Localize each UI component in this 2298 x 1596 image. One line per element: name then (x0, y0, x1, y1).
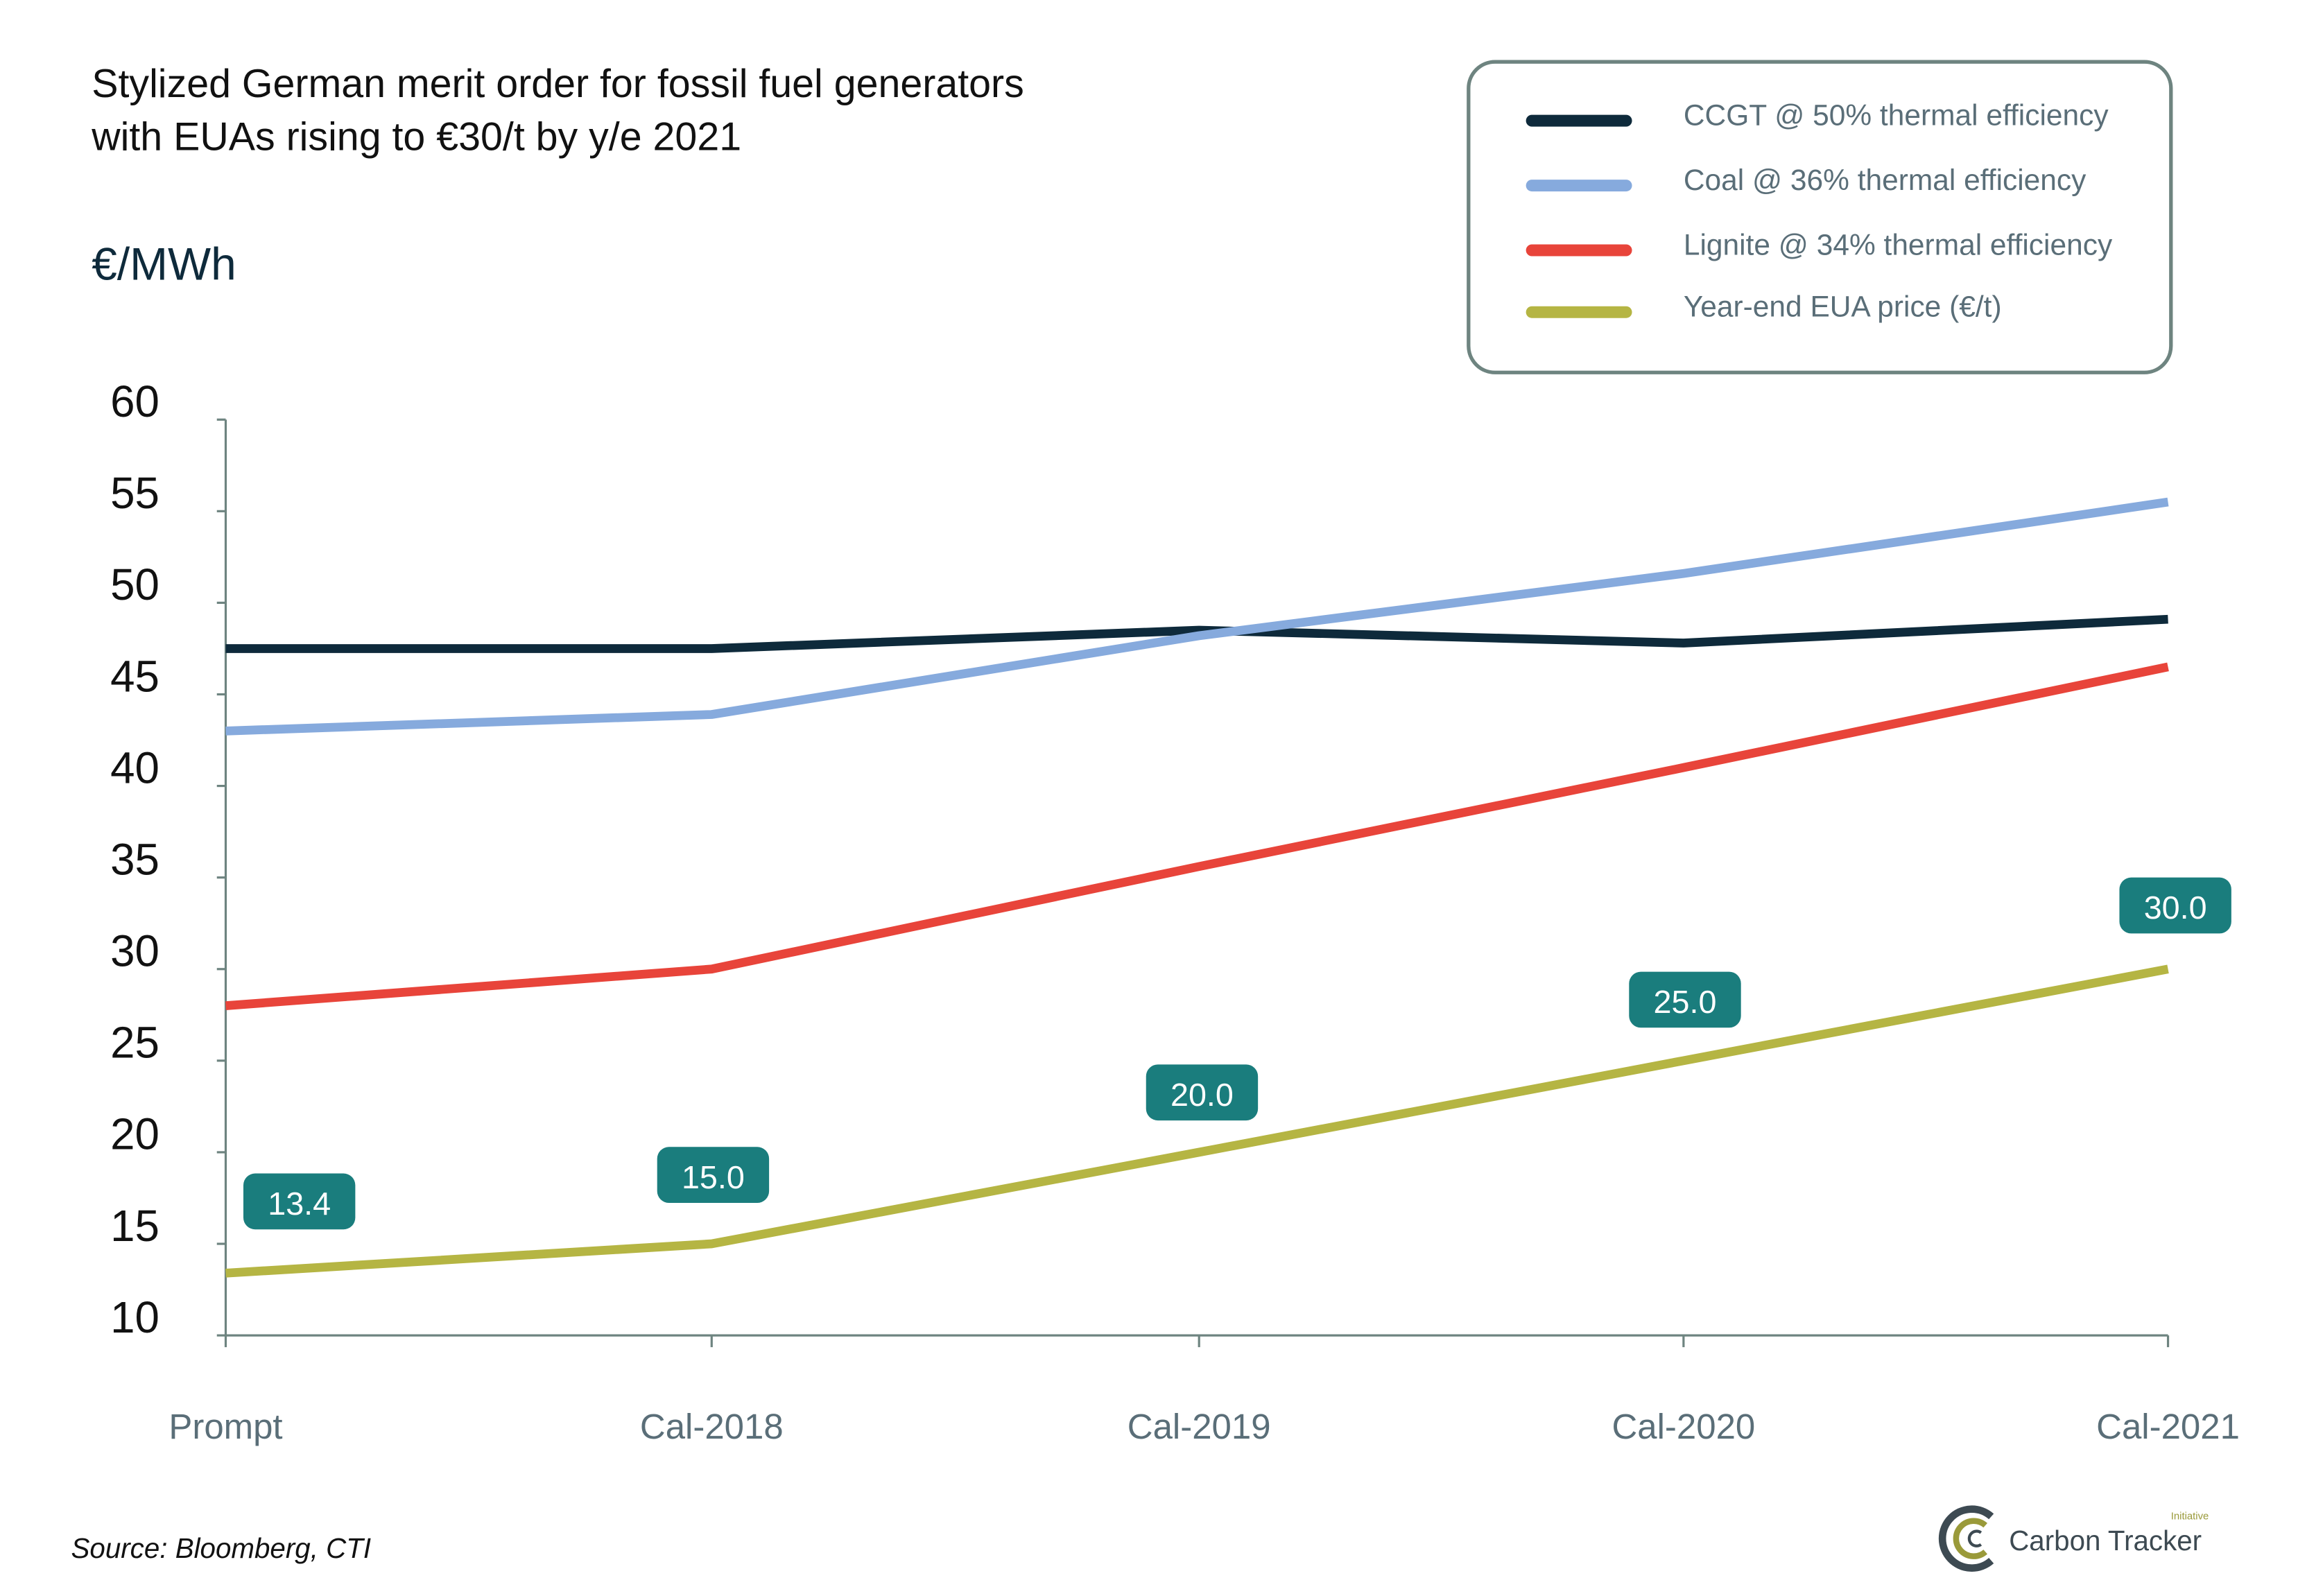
x-tick-label: Cal-2018 (640, 1407, 784, 1446)
axes: 60 55 50 45 40 35 30 25 20 15 10 Prompt Cal-2018 Cal-… (110, 377, 2240, 1446)
y-tick-label: 45 (110, 652, 159, 701)
y-tick-label: 50 (110, 560, 159, 609)
y-tick-label: 10 (110, 1293, 159, 1342)
x-tick-label: Cal-2021 (2096, 1407, 2240, 1446)
source-note: Source: Bloomberg, CTI (71, 1532, 372, 1564)
y-tick-label: 20 (110, 1110, 159, 1159)
legend-label: CCGT @ 50% thermal efficiency (1684, 99, 2109, 132)
data-label: 25.0 (1654, 984, 1717, 1020)
x-tick-label: Cal-2019 (1128, 1407, 1271, 1446)
logo-text: Carbon Tracker (2009, 1525, 2202, 1556)
data-labels: 13.4 15.0 20.0 25.0 30.0 (243, 877, 2231, 1230)
legend-label: Lignite @ 34% thermal efficiency (1684, 228, 2113, 261)
series-line (225, 614, 2168, 653)
logo-subtext: Initiative (2171, 1511, 2209, 1523)
data-label: 15.0 (682, 1159, 745, 1195)
series-line (225, 662, 2169, 1010)
data-label-badge (1629, 971, 1741, 1028)
carbon-tracker-logo: Carbon Tracker Initiative (1938, 1505, 2209, 1572)
y-axis-label: €/MWh (92, 238, 236, 289)
y-tick-label: 15 (110, 1202, 159, 1251)
series-line (225, 964, 2169, 1278)
series-group (225, 497, 2169, 1278)
legend: CCGT @ 50% thermal efficiency Coal @ 36% … (1467, 60, 2173, 374)
data-label-badge (657, 1147, 770, 1203)
data-label-badge (1146, 1064, 1259, 1121)
chart-title: Stylized German merit order for fossil f… (92, 62, 1024, 106)
data-label: 13.4 (268, 1186, 331, 1222)
y-tick-label: 60 (110, 377, 159, 426)
legend-box (1467, 60, 2173, 374)
x-tick-label: Prompt (169, 1407, 282, 1446)
legend-label: Coal @ 36% thermal efficiency (1684, 164, 2087, 196)
chart-subtitle: with EUAs rising to €30/t by y/e 2021 (91, 115, 741, 159)
y-tick-label: 40 (110, 743, 159, 792)
y-tick-label: 30 (110, 927, 159, 976)
data-label-badge (2119, 877, 2231, 934)
data-label: 20.0 (1170, 1077, 1234, 1113)
data-label-badge (243, 1173, 356, 1230)
x-tick-label: Cal-2020 (1612, 1407, 1755, 1446)
legend-label: Year-end EUA price (€/t) (1684, 290, 2002, 323)
y-tick-label: 55 (110, 469, 159, 518)
y-tick-label: 35 (110, 835, 159, 884)
data-label: 30.0 (2144, 890, 2207, 926)
y-tick-label: 25 (110, 1018, 159, 1068)
series-line (225, 497, 2169, 736)
